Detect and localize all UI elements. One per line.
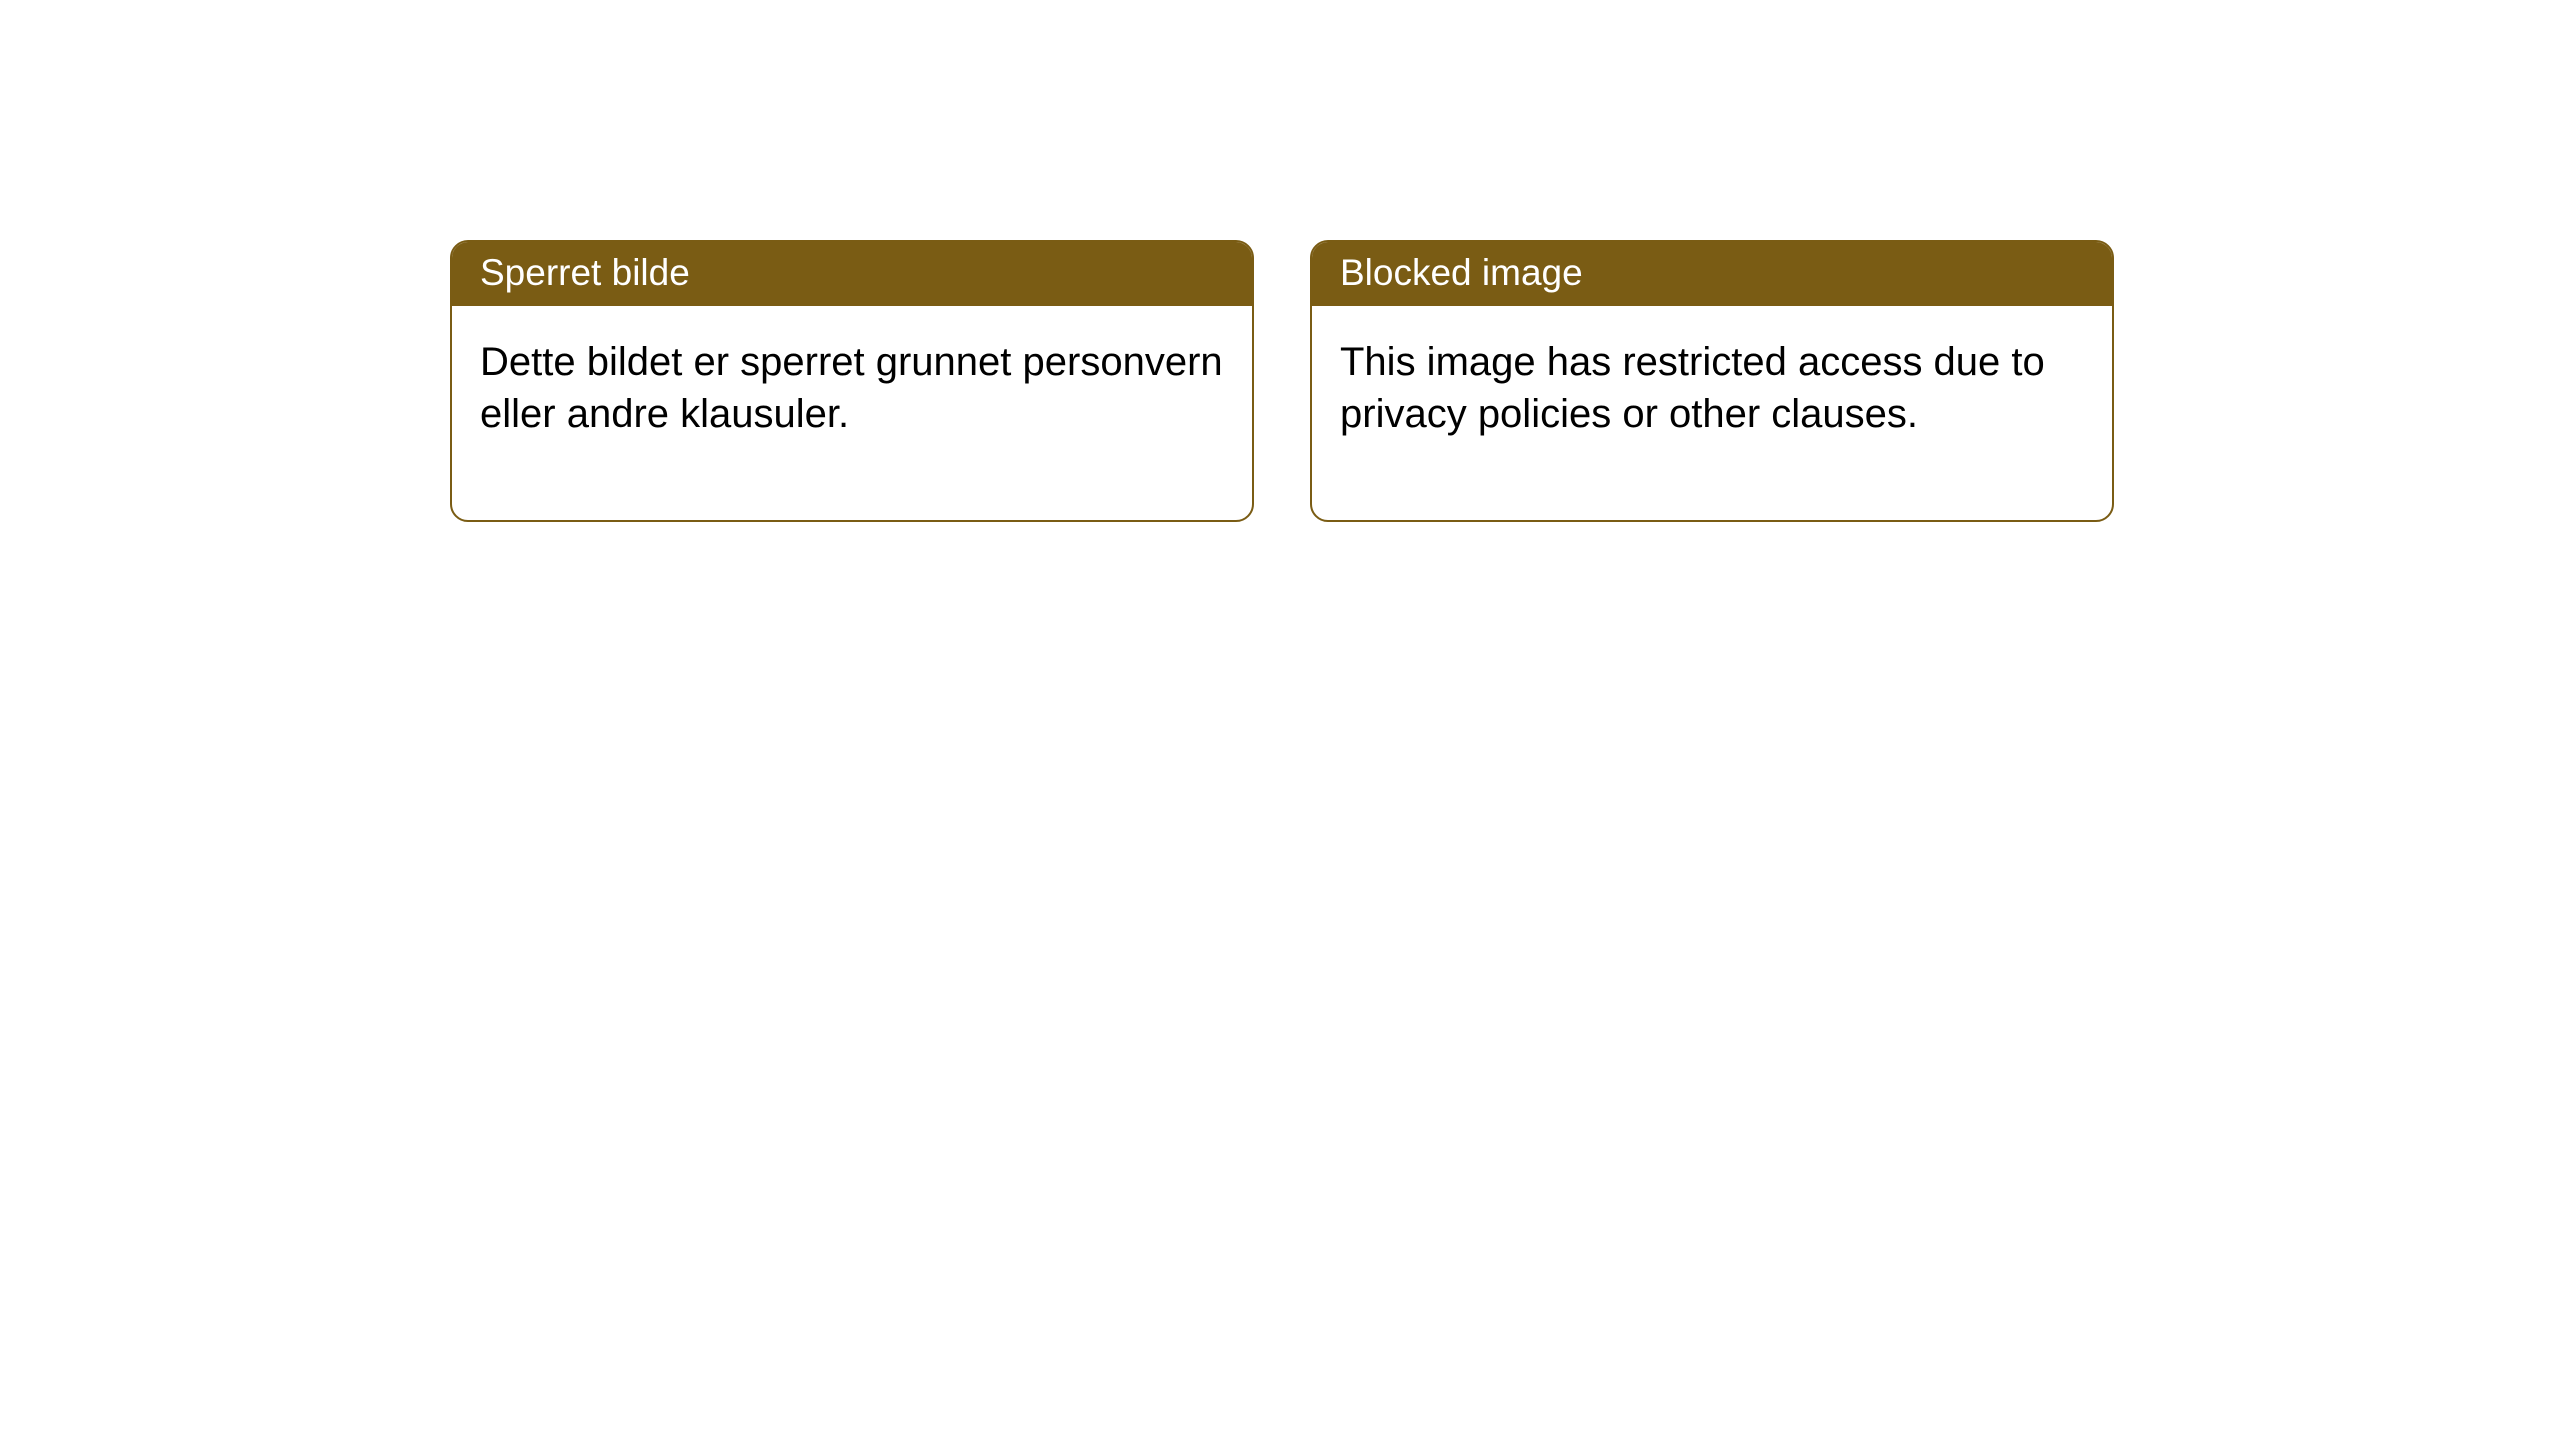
notice-header-norwegian: Sperret bilde <box>452 242 1252 306</box>
notice-header-english: Blocked image <box>1312 242 2112 306</box>
notice-card-english: Blocked image This image has restricted … <box>1310 240 2114 522</box>
notice-body-norwegian: Dette bildet er sperret grunnet personve… <box>452 306 1252 520</box>
notice-container: Sperret bilde Dette bildet er sperret gr… <box>0 0 2560 522</box>
notice-card-norwegian: Sperret bilde Dette bildet er sperret gr… <box>450 240 1254 522</box>
notice-body-english: This image has restricted access due to … <box>1312 306 2112 520</box>
